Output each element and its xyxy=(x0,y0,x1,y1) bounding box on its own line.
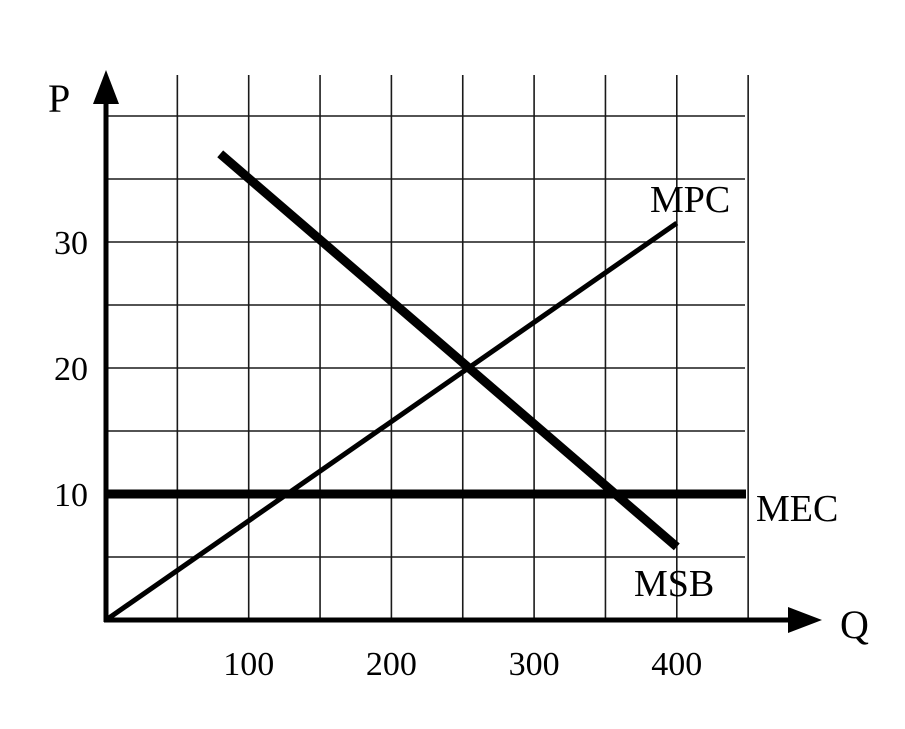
grid xyxy=(106,75,749,620)
curves xyxy=(106,150,746,622)
y-axis-label: P xyxy=(48,76,70,121)
x-axis-label: Q xyxy=(840,602,869,647)
x-tick-label: 300 xyxy=(509,646,560,683)
x-tick-label: 100 xyxy=(223,646,274,683)
series-labels: MPC MEC MSB xyxy=(634,179,838,605)
series-label-mpc: MPC xyxy=(650,179,730,221)
series-label-mec: MEC xyxy=(756,488,838,530)
x-axis-arrow xyxy=(788,607,822,633)
series-line-msb xyxy=(217,150,680,551)
tick-labels: 100 200 300 400 10 20 30 xyxy=(54,225,702,683)
x-tick-label: 200 xyxy=(366,646,417,683)
y-axis-arrow xyxy=(93,70,119,104)
y-tick-label: 30 xyxy=(54,225,88,262)
y-tick-label: 10 xyxy=(54,477,88,514)
x-tick-label: 400 xyxy=(651,646,702,683)
series-label-msb: MSB xyxy=(634,563,714,605)
series-line-mpc xyxy=(106,221,679,622)
y-tick-label: 20 xyxy=(54,351,88,388)
